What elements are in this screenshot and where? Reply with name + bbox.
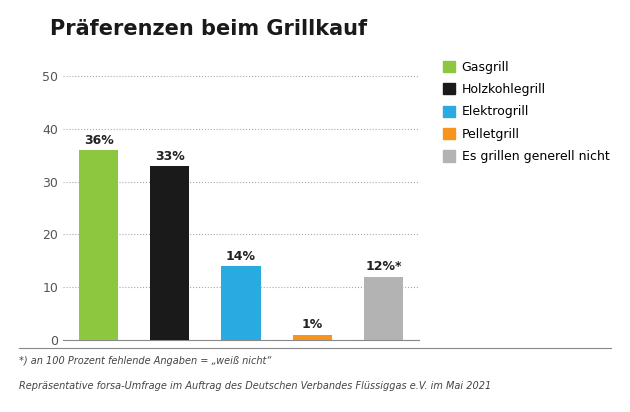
Text: 1%: 1% [302, 318, 323, 332]
Bar [150, 166, 190, 340]
Legend: Gasgrill, Holzkohlegrill, Elektrogrill, Pelletgrill, Es grillen generell nicht: Gasgrill, Holzkohlegrill, Elektrogrill, … [438, 56, 614, 168]
Text: Repräsentative forsa-Umfrage im Auftrag des Deutschen Verbandes Flüssiggas e.V. : Repräsentative forsa-Umfrage im Auftrag … [19, 381, 491, 391]
Bar [221, 266, 261, 340]
Bar [79, 150, 118, 340]
Text: 36%: 36% [84, 134, 113, 147]
Text: Präferenzen beim Grillkauf: Präferenzen beim Grillkauf [50, 19, 367, 39]
Text: 14%: 14% [226, 250, 256, 263]
Bar [292, 335, 332, 340]
Text: *) an 100 Prozent fehlende Angaben = „weiß nicht“: *) an 100 Prozent fehlende Angaben = „we… [19, 356, 272, 366]
Text: 12%*: 12%* [365, 260, 401, 274]
Bar [364, 276, 403, 340]
Text: 33%: 33% [155, 150, 185, 163]
